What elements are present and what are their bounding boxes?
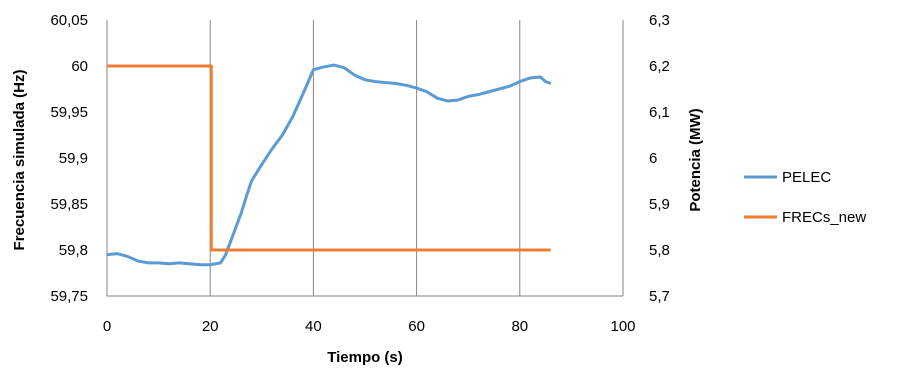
series-lines <box>106 63 552 267</box>
y-right-tick-label-2: 5,9 <box>649 196 670 213</box>
x-tick-label-4: 80 <box>511 318 528 335</box>
y-left-tick-label-1: 59,8 <box>59 242 88 259</box>
y-right-tick-label-6: 6,3 <box>649 12 670 29</box>
grid <box>209 20 624 296</box>
legend: PELEC FRECs_new <box>744 169 866 226</box>
y-right-tick-label-1: 5,8 <box>649 242 670 259</box>
y-right-tick-label-5: 6,2 <box>649 58 670 75</box>
y-axis-right-title: Potencia (MW) <box>687 108 704 211</box>
y-right-tick-label-4: 6,1 <box>649 104 670 121</box>
y-left-tick-label-3: 59,9 <box>59 150 88 167</box>
y-left-tick-label-6: 60,05 <box>50 12 88 29</box>
y-axis-left-title: Frecuencia simulada (Hz) <box>11 70 28 251</box>
x-tick-label-5: 100 <box>610 318 635 335</box>
y-left-tick-label-4: 59,95 <box>50 104 88 121</box>
y-left-tick-label-0: 59,75 <box>50 288 88 305</box>
y-left-tick-label-5: 60 <box>71 58 88 75</box>
axes <box>106 20 623 297</box>
x-tick-label-1: 20 <box>202 318 219 335</box>
x-tick-label-2: 40 <box>305 318 322 335</box>
series-line-frecs-new <box>107 64 551 252</box>
tick-labels: 0 20 40 60 80 100 59,75 59,8 59,85 59,9 59,95 60 60,… <box>50 12 669 335</box>
x-axis-title: Tiempo (s) <box>327 349 403 366</box>
y-left-tick-label-2: 59,85 <box>50 196 88 213</box>
y-right-tick-label-3: 6 <box>649 150 657 167</box>
y-right-tick-label-0: 5,7 <box>649 288 670 305</box>
legend-label-pelec: PELEC <box>782 169 831 186</box>
series-line-pelec <box>106 63 552 267</box>
x-tick-label-3: 60 <box>408 318 425 335</box>
legend-label-frecs-new: FRECs_new <box>782 209 866 226</box>
x-tick-label-0: 0 <box>103 318 111 335</box>
